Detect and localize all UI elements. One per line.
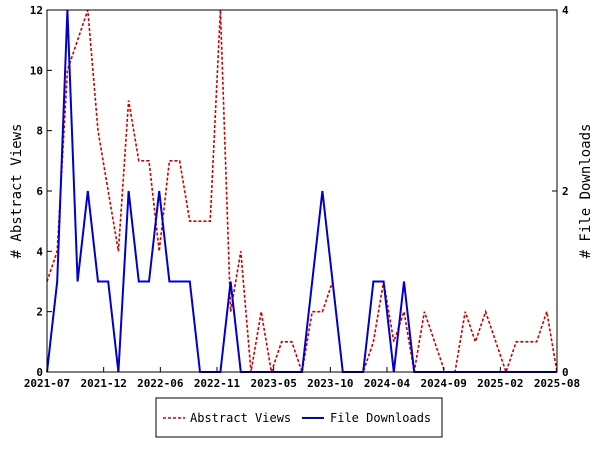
x-tick-label: 2024-09	[420, 377, 466, 390]
y-left-tick-label: 0	[36, 366, 43, 379]
series-line-abstract-views	[46, 9, 558, 375]
x-tick-label: 2025-02	[477, 377, 523, 390]
left-axis: 0 2 4 6 8 10 12	[30, 4, 52, 379]
y-left-tick-label: 12	[30, 4, 43, 17]
x-tick-label: 2023-10	[307, 377, 353, 390]
legend-box	[155, 397, 443, 438]
y-right-axis-title: # File Downloads	[578, 124, 594, 259]
legend: Abstract Views File Downloads	[155, 397, 443, 438]
x-tick-label: 2021-07	[24, 377, 70, 390]
x-tick-label: 2022-06	[137, 377, 184, 390]
right-axis: 0 2 4	[552, 4, 569, 379]
legend-label-file-downloads: File Downloads	[330, 411, 431, 425]
x-tick-label: 2025-08	[534, 377, 580, 390]
y-left-tick-label: 6	[36, 185, 43, 198]
y-left-axis-title: # Abstract Views	[9, 124, 25, 259]
legend-label-abstract-views: Abstract Views	[190, 411, 291, 425]
x-axis: 2021-07 2021-12 2022-06 2022-11 2023-05 2023-…	[24, 367, 580, 390]
y-left-tick-label: 10	[30, 64, 43, 77]
x-tick-label: 2022-11	[194, 377, 241, 390]
x-tick-label: 2024-04	[364, 377, 411, 390]
y-left-tick-label: 2	[36, 306, 43, 319]
y-right-tick-label: 0	[562, 366, 569, 379]
plot-frame	[46, 9, 558, 373]
y-right-tick-label: 2	[562, 185, 569, 198]
series-line-file-downloads	[46, 9, 557, 373]
y-right-tick-label: 4	[562, 4, 569, 17]
series-lines	[46, 9, 558, 375]
y-left-tick-label: 8	[36, 125, 43, 138]
x-tick-label: 2023-05	[250, 377, 296, 390]
x-tick-label: 2021-12	[80, 377, 126, 390]
y-left-tick-label: 4	[36, 245, 43, 258]
